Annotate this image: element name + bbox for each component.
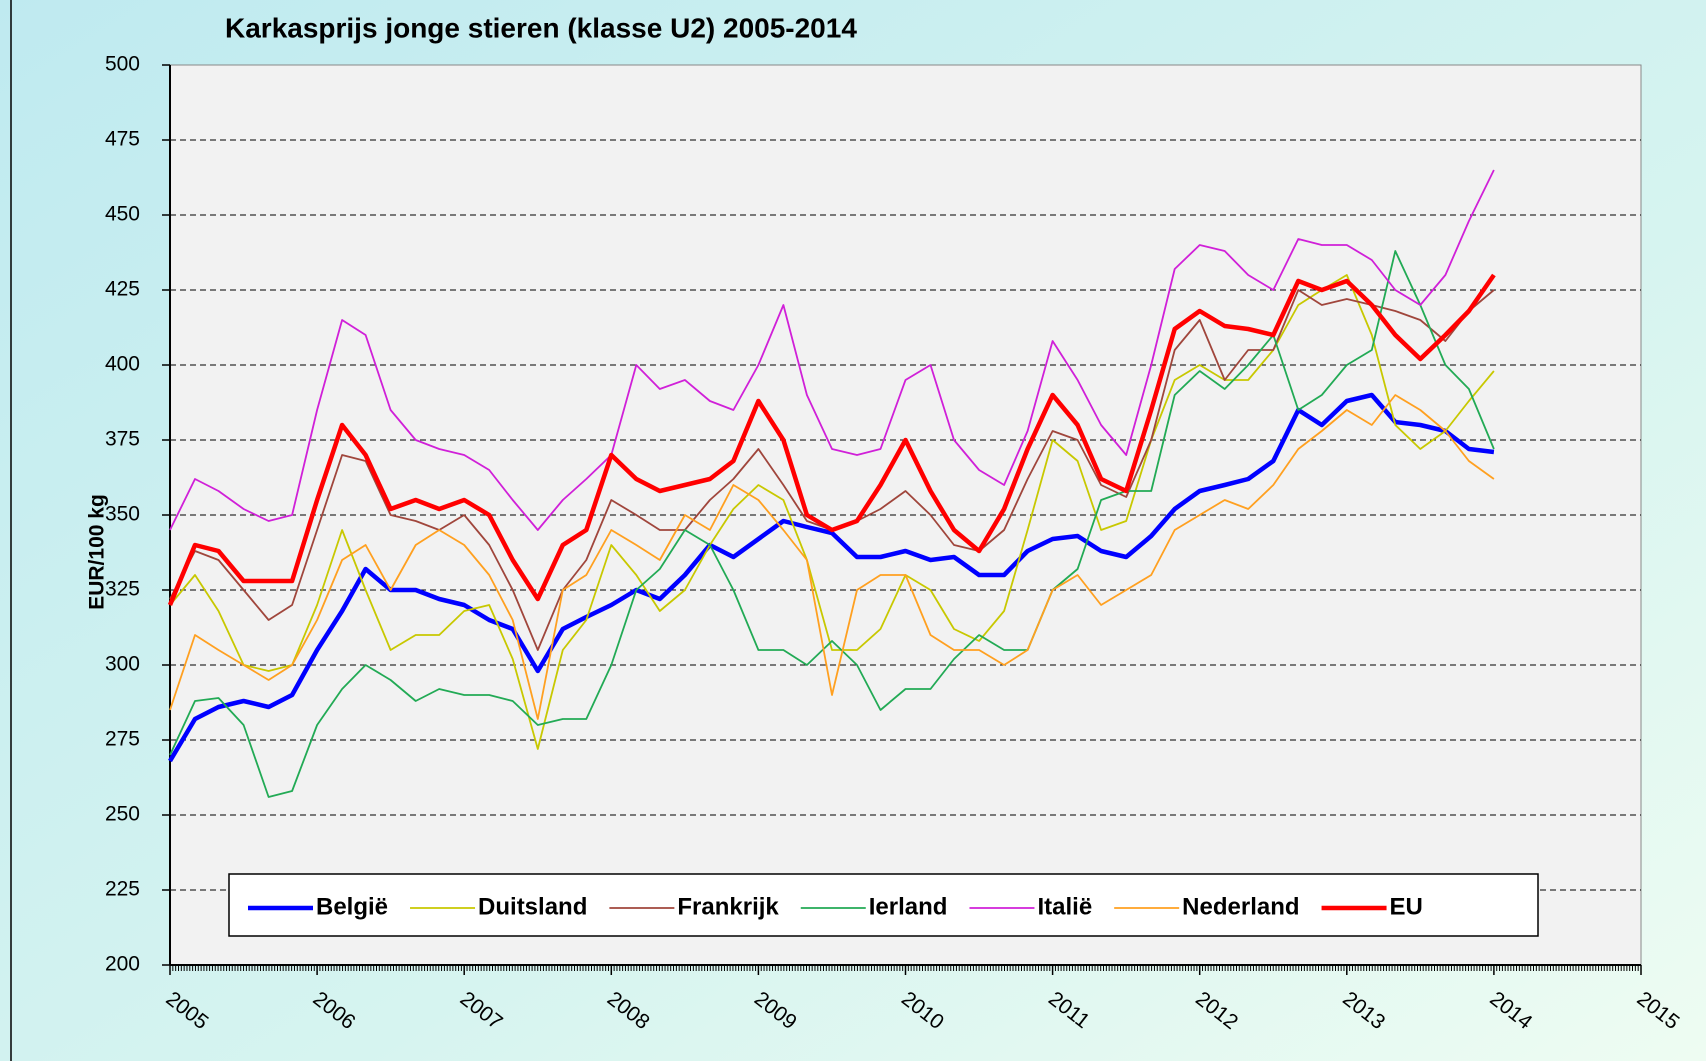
y-tick-label: 350	[105, 503, 140, 526]
legend-label: Italië	[1037, 893, 1092, 920]
y-tick-label: 500	[105, 53, 140, 76]
chart-title: Karkasprijs jonge stieren (klasse U2) 20…	[225, 12, 857, 43]
y-axis-label: EUR/100 kg	[86, 494, 109, 610]
legend-label: Duitsland	[478, 893, 587, 920]
legend-label: België	[316, 893, 388, 920]
y-tick-label: 375	[105, 428, 140, 451]
y-tick-label: 200	[105, 953, 140, 976]
y-tick-label: 300	[105, 653, 140, 676]
series-line	[169, 169, 1495, 531]
y-tick-label: 425	[105, 278, 140, 301]
legend-label: Nederland	[1182, 893, 1299, 920]
legend-label: Ierland	[869, 893, 948, 920]
series-line	[169, 394, 1495, 720]
y-tick-label: 225	[105, 878, 140, 901]
y-tick-label: 400	[105, 353, 140, 376]
legend-label: EU	[1390, 893, 1423, 920]
legend	[228, 873, 1539, 937]
y-tick-label: 325	[105, 578, 140, 601]
y-tick-label: 450	[105, 203, 140, 226]
legend-label: Frankrijk	[677, 893, 779, 920]
y-tick-label: 475	[105, 128, 140, 151]
y-tick-label: 250	[105, 803, 140, 826]
series-line	[167, 273, 1496, 606]
y-tick-label: 275	[105, 728, 140, 751]
